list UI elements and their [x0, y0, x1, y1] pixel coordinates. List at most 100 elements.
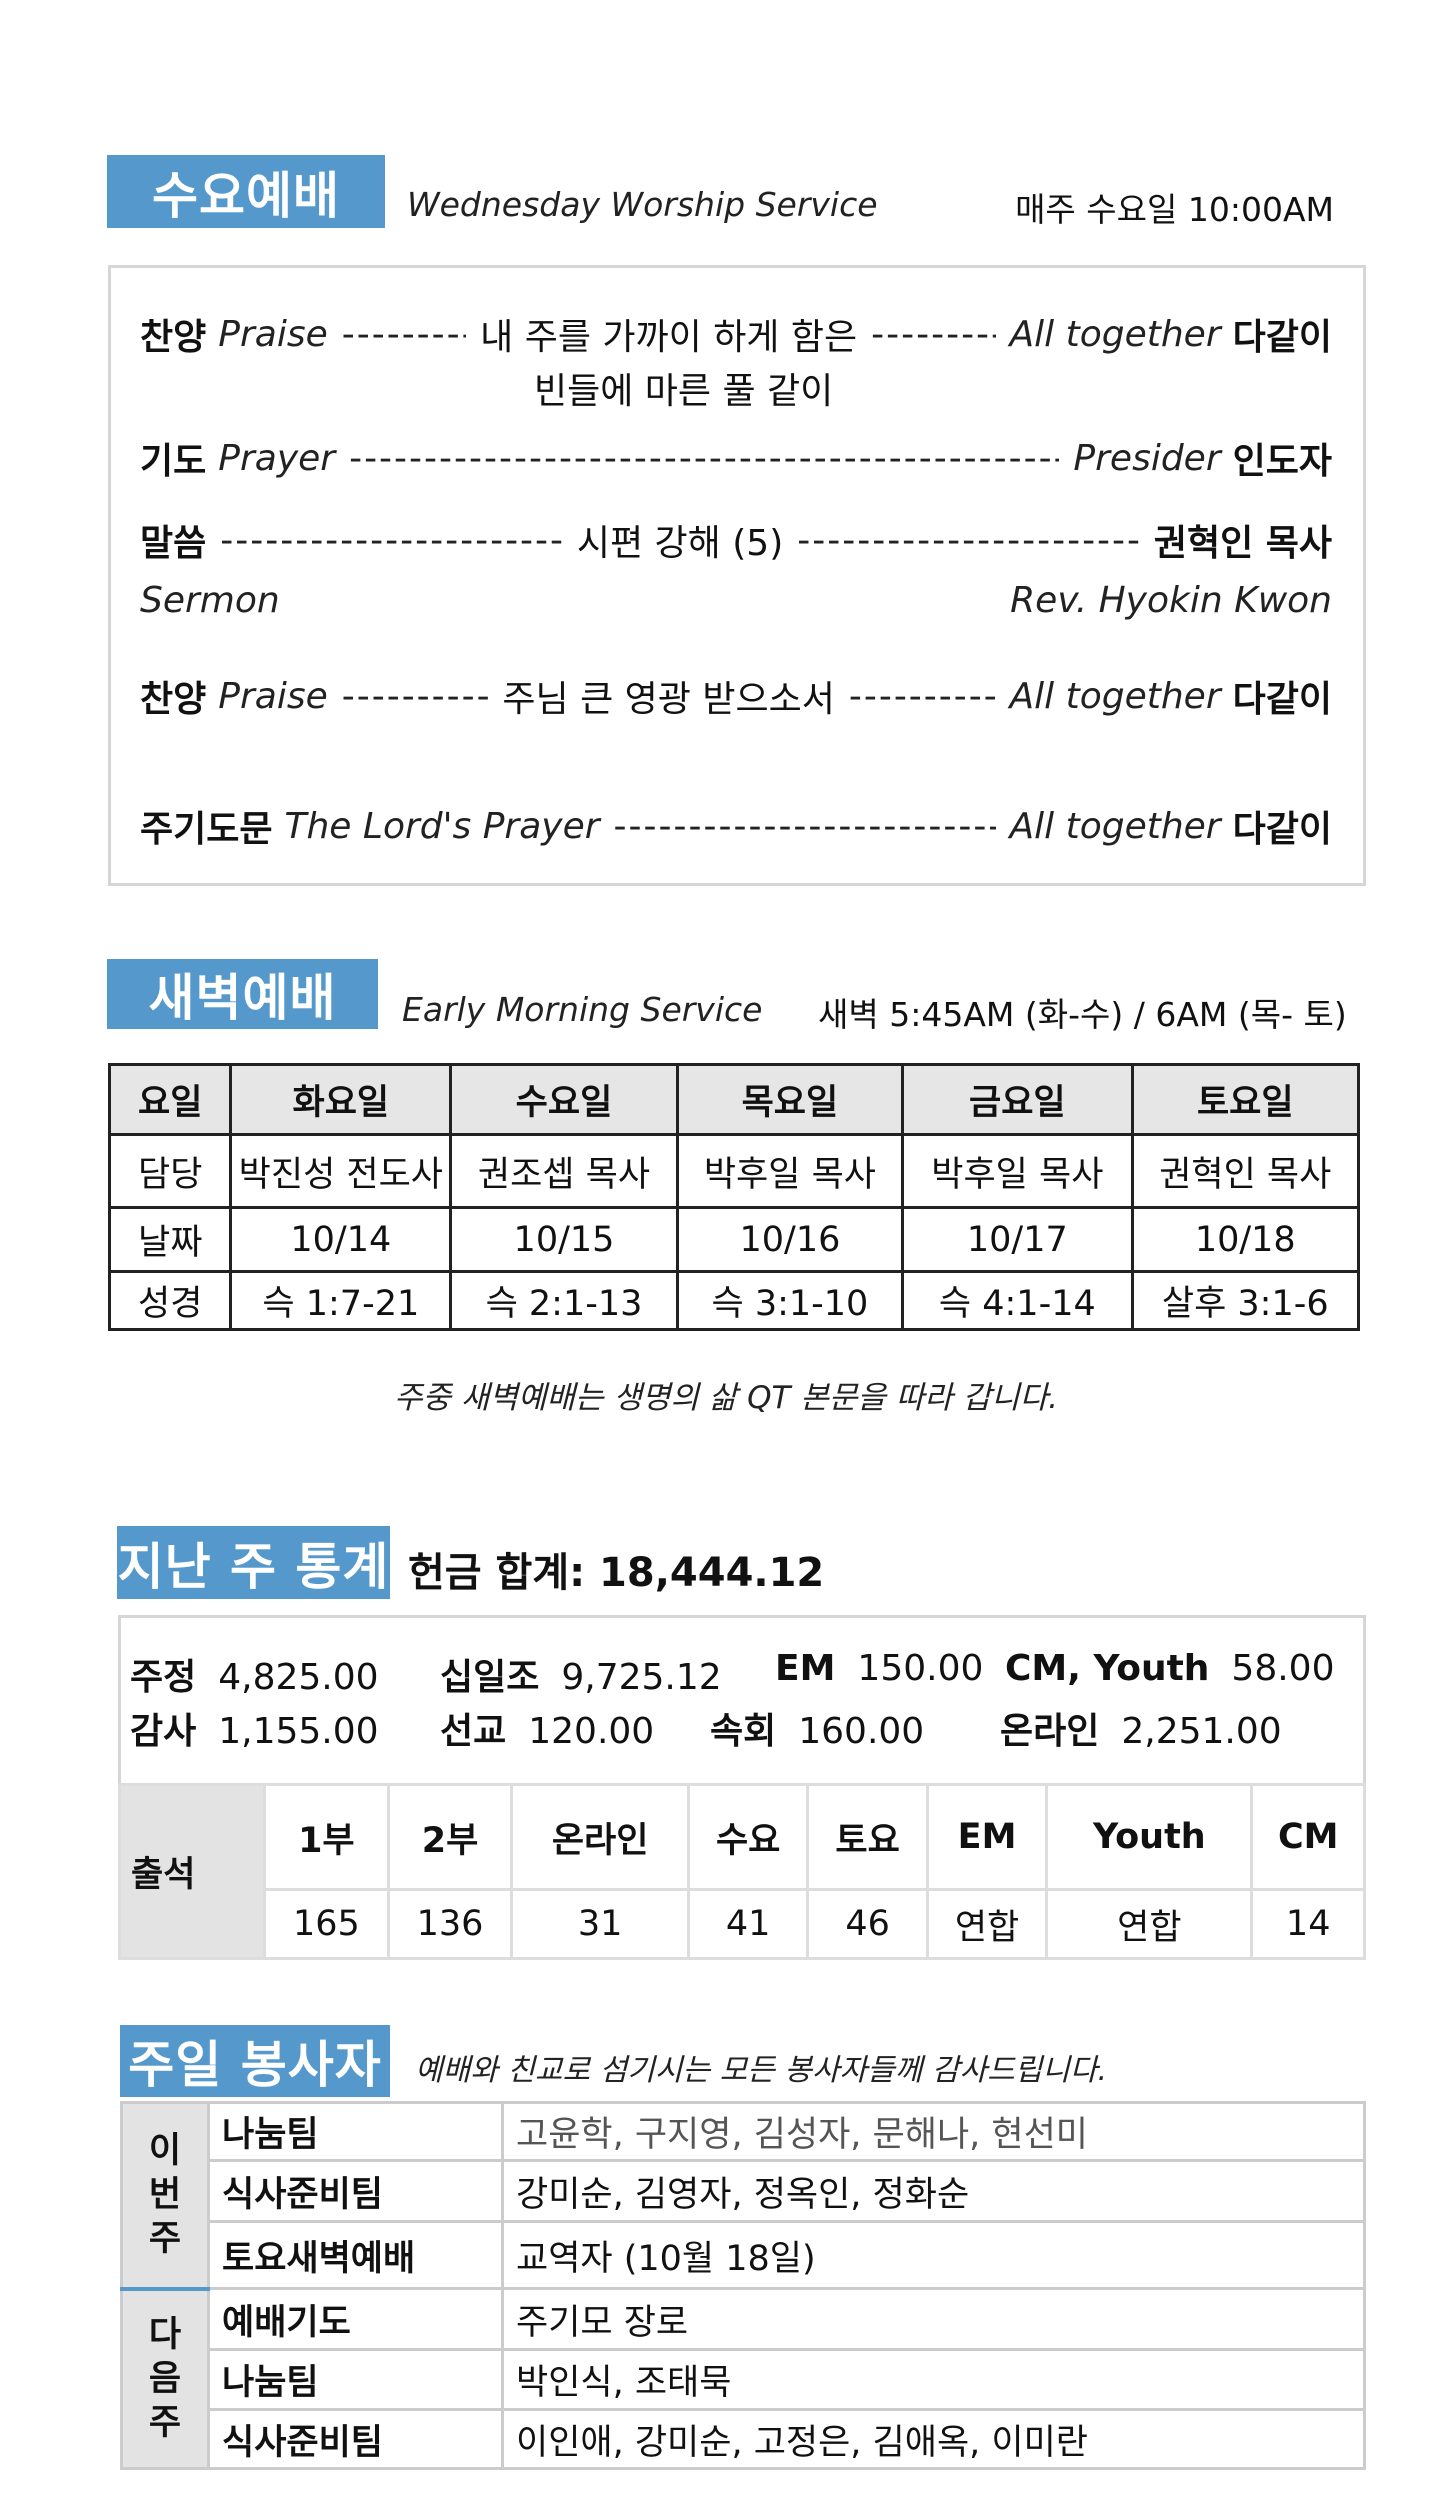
offering-item: 온라인 2,251.00 — [1000, 1702, 1282, 1754]
order-item-praise-2: 찬양 Praise 주님 큰 영광 받으소서 All together 다같이 — [140, 670, 1332, 722]
early-schedule-table: 요일 화요일 수요일 목요일 금요일 토요일 담당 박진성 전도사 권조셉 목사 박후일 목사 박… — [107, 1063, 1361, 1331]
next-week-label: 다 음 주 — [120, 2287, 210, 2470]
dash-leader — [342, 314, 466, 355]
att-header: 1부 — [263, 1783, 390, 1891]
cell: 10/14 — [229, 1206, 453, 1273]
item-right-en: All together — [1009, 313, 1221, 355]
dash-leader — [871, 314, 995, 355]
order-item-praise-1: 찬양 Praise 내 주를 가까이 하게 함은 All together 다같이 — [140, 308, 1332, 360]
role: 예배기도 — [207, 2287, 504, 2351]
wednesday-order-box — [108, 265, 1366, 886]
att-header: 토요 — [806, 1783, 929, 1891]
table-row: 담당 박진성 전도사 권조셉 목사 박후일 목사 박후일 목사 권혁인 목사 — [107, 1133, 1361, 1209]
cell: 살후 3:1-6 — [1130, 1270, 1361, 1331]
names: 이인애, 강미순, 고정은, 김애옥, 이미란 — [501, 2408, 1366, 2470]
cell: 박후일 목사 — [675, 1133, 905, 1209]
item-right-ko: 다같이 — [1232, 679, 1333, 720]
offering-label: 십일조 — [440, 1657, 540, 1698]
header-cell: 토요일 — [1130, 1063, 1361, 1136]
volunteers-title: 주일 봉사자 — [120, 2025, 390, 2097]
dash-leader — [849, 676, 996, 717]
offering-item: 주정 4,825.00 — [130, 1648, 379, 1700]
att-value: 14 — [1250, 1888, 1366, 1960]
item-ko: 기도 — [140, 441, 207, 482]
att-value: 연합 — [925, 1888, 1049, 1960]
att-value: 46 — [806, 1888, 929, 1960]
header-cell: 화요일 — [229, 1063, 453, 1136]
this-week-label: 이 번 주 — [120, 2101, 210, 2291]
order-item-sermon-en: Sermon Rev. Hyokin Kwon — [140, 580, 1332, 621]
offering-label: 주정 — [130, 1657, 197, 1698]
header-cell: 수요일 — [449, 1063, 679, 1136]
role: 식사준비팀 — [207, 2159, 504, 2223]
item-right-en: All together — [1009, 805, 1221, 847]
role: 나눔팀 — [207, 2348, 504, 2411]
offering-label: CM, Youth — [1005, 1648, 1210, 1689]
offering-item: CM, Youth 58.00 — [1005, 1648, 1334, 1689]
cell: 권혁인 목사 — [1130, 1133, 1361, 1209]
item-ko: 찬양 — [140, 679, 207, 720]
early-title: 새벽예배 — [107, 959, 378, 1029]
hymn-title: 내 주를 가까이 하게 함은 — [480, 317, 858, 358]
cell: 권조셉 목사 — [449, 1133, 679, 1209]
role: 나눔팀 — [207, 2101, 504, 2162]
att-value: 연합 — [1045, 1888, 1254, 1960]
item-right-ko: 다같이 — [1232, 809, 1332, 850]
cell: 10/16 — [675, 1206, 905, 1273]
early-subtitle: Early Morning Service — [402, 990, 763, 1029]
dash-leader — [220, 520, 563, 561]
offering-item: 속회 160.00 — [710, 1702, 924, 1754]
volunteers-table: 이 번 주 나눔팀 고윤학, 구지영, 김성자, 문해나, 현선미 식사준비팀 강미순… — [120, 2101, 1366, 2470]
dash-leader — [797, 520, 1140, 561]
item-en: Praise — [218, 675, 328, 717]
offering-amount: 58.00 — [1231, 1648, 1335, 1689]
names: 교역자 (10월 18일) — [501, 2220, 1366, 2290]
order-item-sermon: 말씀 시편 강해 (5) 권혁인 목사 — [140, 514, 1332, 566]
offering-total: 헌금 합계: 18,444.12 — [408, 1550, 825, 1596]
attendance-table: 출석 1부 2부 온라인 수요 토요 EM Youth CM 165 136 31 41 46 연합 연합… — [118, 1783, 1366, 1960]
item-ko: 말씀 — [140, 523, 207, 564]
att-value: 31 — [510, 1888, 690, 1960]
dash-leader — [349, 438, 1059, 479]
item-right-en: Presider — [1073, 437, 1221, 479]
wednesday-title: 수요예배 — [107, 155, 385, 228]
att-header: 수요 — [686, 1783, 810, 1891]
names: 강미순, 김영자, 정옥인, 정화순 — [501, 2159, 1366, 2223]
wednesday-subtitle: Wednesday Worship Service — [407, 185, 878, 224]
row-label: 성경 — [107, 1270, 233, 1331]
hymn-title: 주님 큰 영광 받으소서 — [502, 679, 835, 720]
item-right-ko: 인도자 — [1232, 441, 1332, 482]
table-row: 성경 슥 1:7-21 슥 2:1-13 슥 3:1-10 슥 4:1-14 살후 3:1… — [107, 1270, 1361, 1331]
item-right-ko: 다같이 — [1232, 317, 1333, 358]
att-header: Youth — [1045, 1783, 1254, 1891]
offering-item: 십일조 9,725.12 — [440, 1648, 722, 1700]
cell: 10/15 — [449, 1206, 679, 1273]
offering-label: 감사 — [130, 1711, 197, 1752]
volunteers-subtitle: 예배와 친교로 섬기시는 모든 봉사자들께 감사드립니다. — [415, 2053, 1108, 2088]
attendance-label: 출석 — [118, 1783, 266, 1960]
offering-amount: 150.00 — [857, 1648, 984, 1689]
header-cell: 목요일 — [675, 1063, 905, 1136]
order-item-lords-prayer: 주기도문 The Lord's Prayer All together 다같이 — [140, 800, 1332, 852]
names: 고윤학, 구지영, 김성자, 문해나, 현선미 — [501, 2101, 1366, 2162]
offering-label: 온라인 — [1000, 1711, 1100, 1752]
att-value: 136 — [386, 1888, 514, 1960]
cell: 슥 2:1-13 — [449, 1270, 679, 1331]
header-cell: 요일 — [107, 1063, 233, 1136]
att-header: EM — [925, 1783, 1049, 1891]
item-right-en: All together — [1009, 675, 1221, 717]
item-ko: 찬양 — [140, 317, 207, 358]
role: 토요새벽예배 — [207, 2220, 504, 2290]
offering-item: 감사 1,155.00 — [130, 1702, 379, 1754]
preacher-en: Rev. Hyokin Kwon — [1010, 580, 1332, 621]
stats-title: 지난 주 통계 — [117, 1526, 390, 1599]
att-value: 41 — [686, 1888, 810, 1960]
role: 식사준비팀 — [207, 2408, 504, 2470]
dash-leader — [342, 676, 489, 717]
wednesday-time: 매주 수요일 10:00AM — [1015, 190, 1334, 229]
preacher: 권혁인 목사 — [1153, 523, 1333, 564]
att-header: 온라인 — [510, 1783, 690, 1891]
table-header-row: 요일 화요일 수요일 목요일 금요일 토요일 — [107, 1063, 1361, 1136]
offering-amount: 9,725.12 — [561, 1657, 722, 1698]
names: 박인식, 조태묵 — [501, 2348, 1366, 2411]
